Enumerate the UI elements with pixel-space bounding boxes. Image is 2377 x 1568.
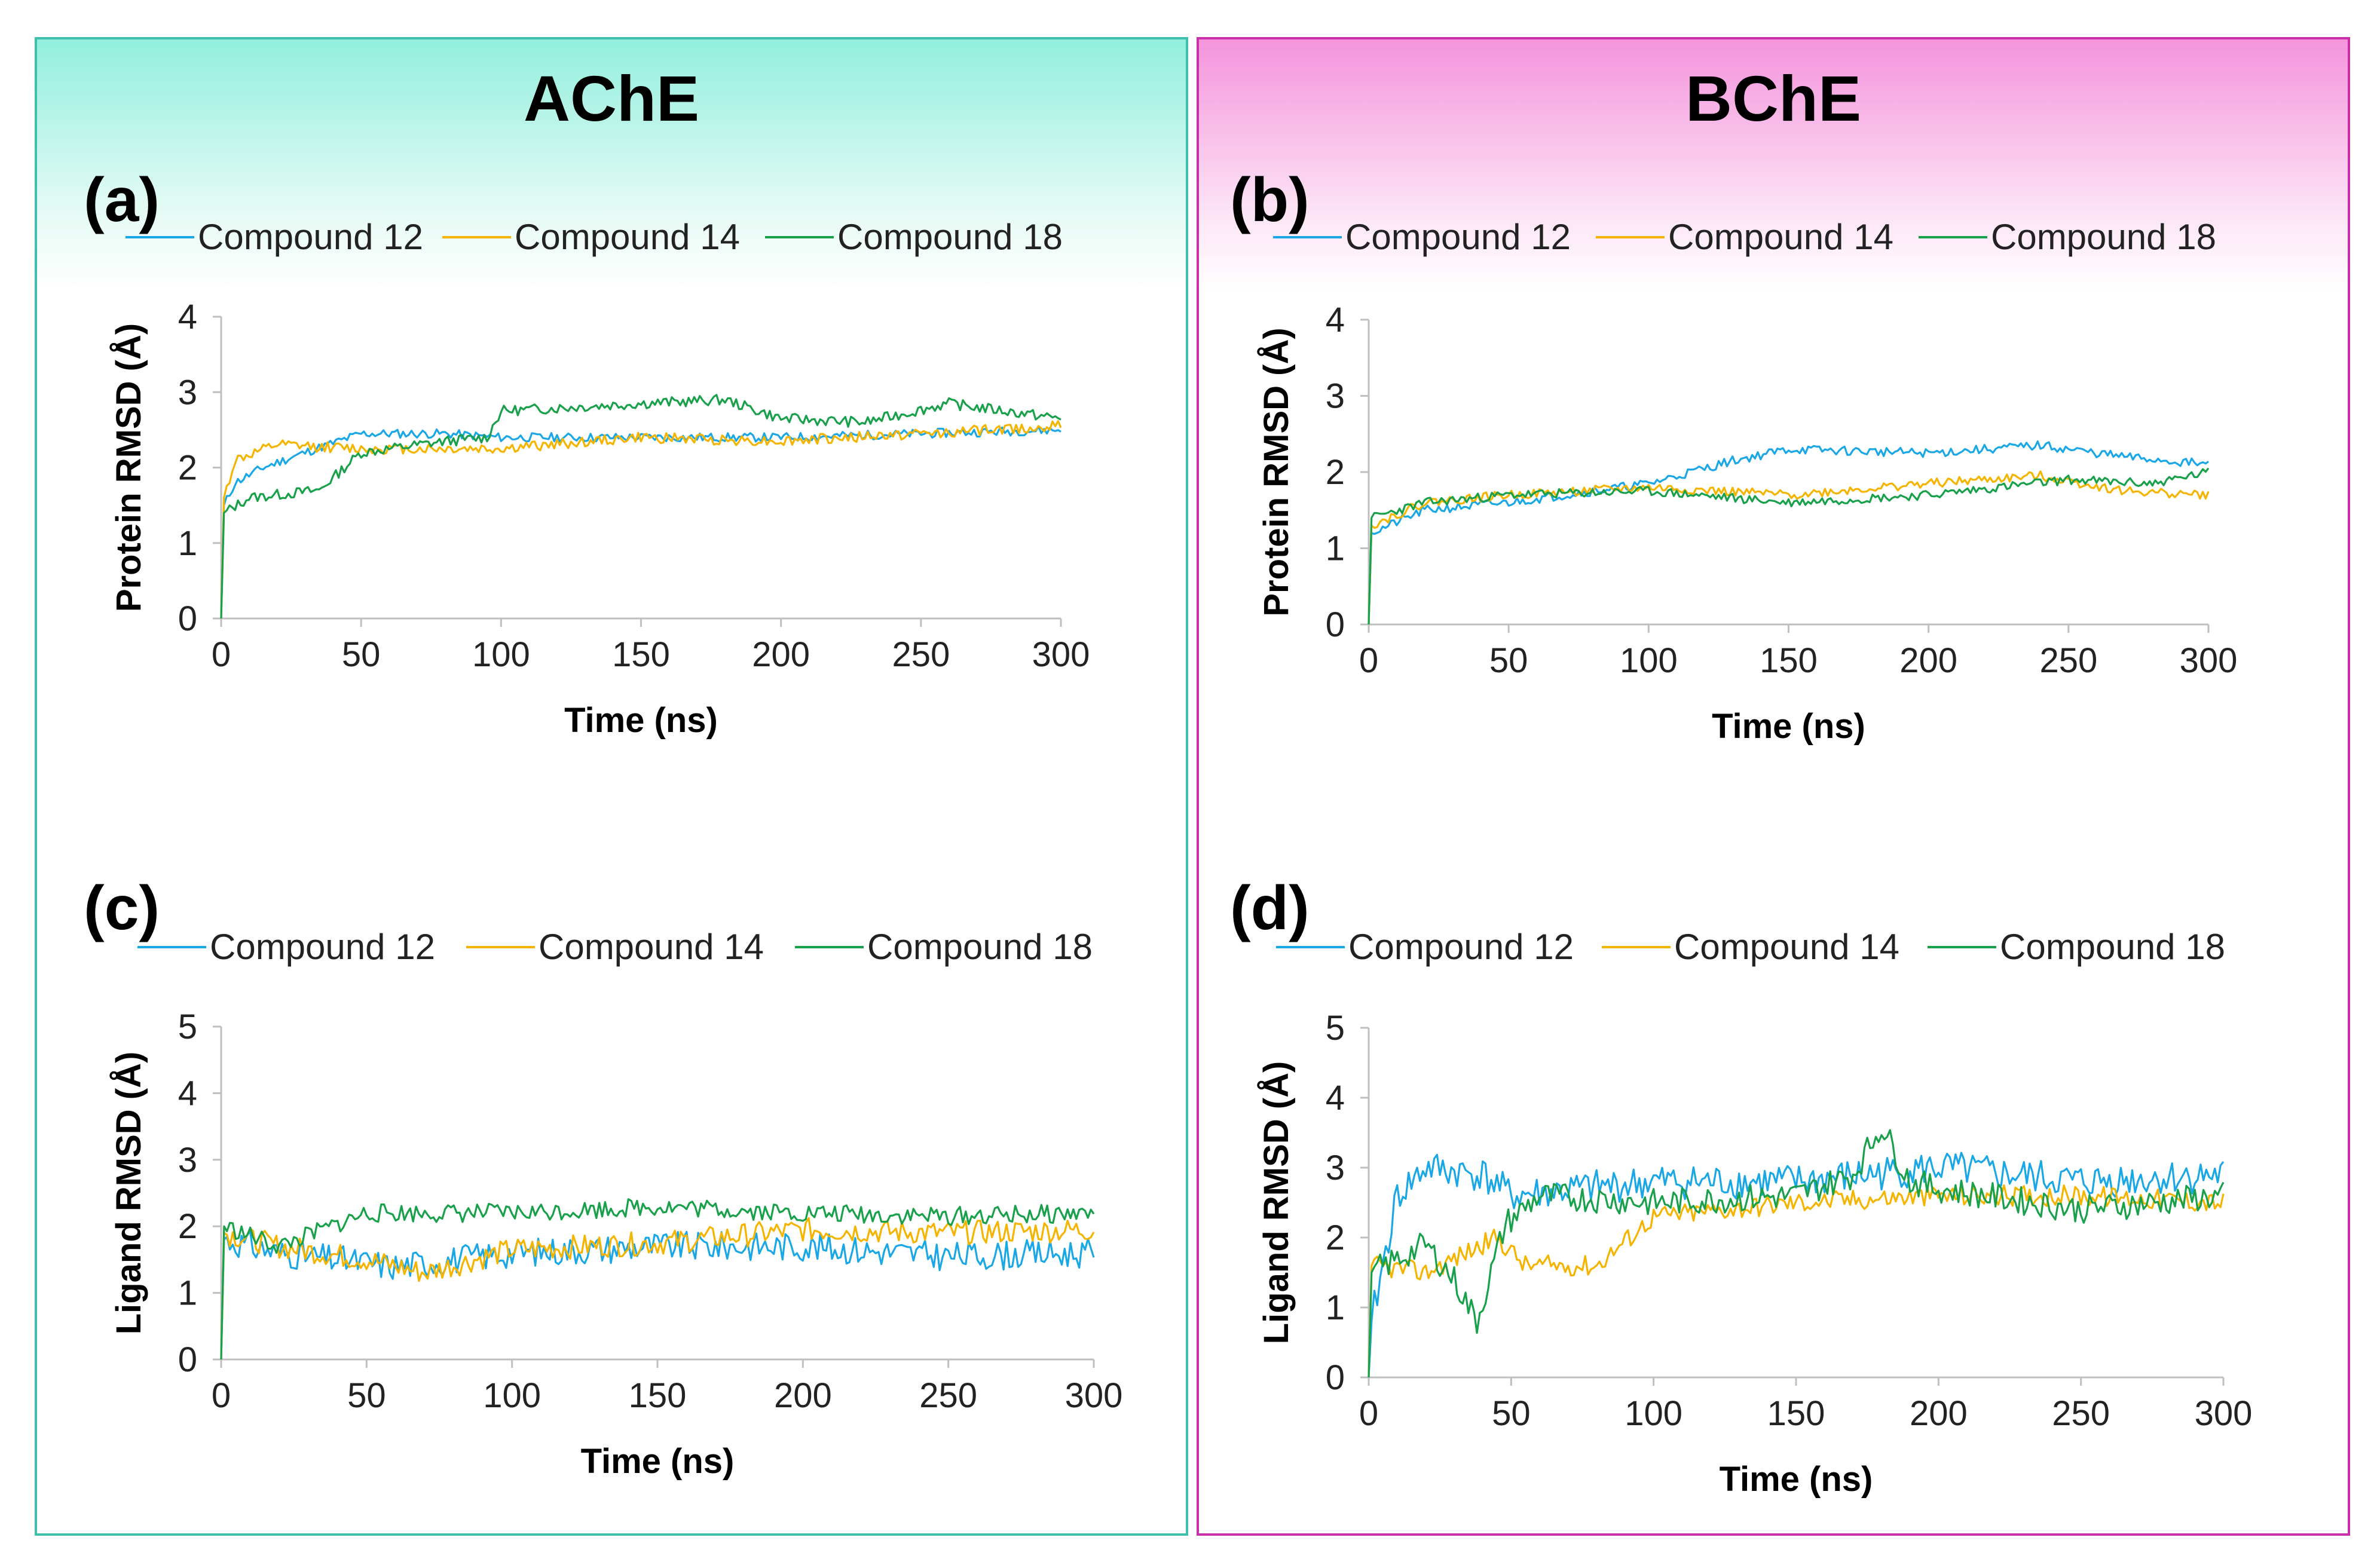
legend-label-c-1: Compound 14	[539, 927, 764, 967]
x-tick-label-d-4: 200	[1910, 1394, 1968, 1433]
x-tick-label-b-6: 300	[2180, 641, 2238, 680]
y-tick-label-a-4: 4	[178, 298, 197, 336]
y-tick-label-b-1: 1	[1326, 529, 1345, 568]
legend-label-d-0: Compound 12	[1348, 927, 1574, 967]
legend-label-b-0: Compound 12	[1345, 217, 1571, 257]
chart-c: (c)Compound 12 Compound 14 Compound 180 50 1…	[84, 874, 1122, 1481]
ache-panel: AChE	[35, 37, 1188, 1536]
y-tick-label-b-4: 4	[1326, 301, 1345, 339]
x-tick-label-c-5: 250	[919, 1376, 977, 1415]
y-tick-label-c-0: 0	[178, 1340, 197, 1379]
legend-label-b-1: Compound 14	[1668, 217, 1893, 257]
x-tick-label-d-0: 0	[1359, 1394, 1378, 1433]
series-line-b-0	[1368, 440, 2209, 625]
series-line-a-0	[220, 425, 1061, 619]
x-tick-label-d-6: 300	[2195, 1394, 2253, 1433]
bche-panel-title: BChE	[1685, 62, 1861, 134]
x-tick-label-b-5: 250	[2039, 641, 2097, 680]
y-axis-title-b: Protein RMSD (Å)	[1257, 327, 1296, 616]
series-line-c-1	[220, 1217, 1095, 1360]
bche-panel: BChE	[1197, 37, 2350, 1536]
y-tick-label-b-0: 0	[1326, 605, 1345, 644]
panel-label-a: (a)	[84, 166, 160, 235]
series-line-b-2	[1368, 467, 2210, 625]
legend-label-a-2: Compound 18	[837, 217, 1063, 257]
chart-a: (a) Compound 12 Compound 14 Compound 18 0 50 1…	[84, 166, 1090, 740]
y-tick-label-c-5: 5	[178, 1007, 197, 1046]
chart-b: (b) Compound 12 Compound 14 Compound 18 0 50 1…	[1230, 166, 2237, 746]
chart-d: (d)Compound 12 Compound 14 Compound 180 50 1…	[1230, 874, 2252, 1499]
x-tick-label-d-2: 100	[1625, 1394, 1682, 1433]
x-tick-label-c-3: 150	[629, 1376, 687, 1415]
panel-label-c: (c)	[84, 874, 160, 943]
y-axis-title-a: Protein RMSD (Å)	[109, 323, 148, 612]
y-tick-label-d-0: 0	[1326, 1358, 1345, 1397]
x-axis-title-c: Time (ns)	[581, 1442, 735, 1481]
x-tick-label-a-5: 250	[892, 635, 950, 674]
x-tick-label-d-1: 50	[1492, 1394, 1531, 1433]
series-line-d-1	[1368, 1184, 2225, 1378]
y-tick-label-a-0: 0	[178, 599, 197, 638]
x-tick-label-b-4: 200	[1899, 641, 1957, 680]
x-tick-label-a-4: 200	[752, 635, 810, 674]
y-tick-label-d-2: 2	[1326, 1218, 1345, 1257]
y-tick-label-c-1: 1	[178, 1274, 197, 1313]
legend-label-c-2: Compound 18	[867, 927, 1093, 967]
y-tick-label-d-5: 5	[1326, 1009, 1345, 1048]
series-line-c-0	[220, 1230, 1095, 1360]
y-axis-title-d: Ligand RMSD (Å)	[1257, 1061, 1296, 1345]
legend-label-d-1: Compound 14	[1674, 927, 1899, 967]
y-tick-label-a-2: 2	[178, 449, 197, 488]
x-tick-label-a-6: 300	[1032, 635, 1090, 674]
legend-label-c-0: Compound 12	[210, 927, 435, 967]
x-tick-label-a-0: 0	[212, 635, 231, 674]
legend-label-b-2: Compound 18	[1991, 217, 2216, 257]
panel-label-b: (b)	[1230, 166, 1310, 235]
x-tick-label-c-6: 300	[1065, 1376, 1123, 1415]
x-axis-title-d: Time (ns)	[1720, 1460, 1873, 1499]
series-line-a-1	[220, 420, 1062, 619]
y-tick-label-c-4: 4	[178, 1074, 197, 1113]
y-tick-label-c-2: 2	[178, 1207, 197, 1246]
y-tick-label-b-2: 2	[1326, 453, 1345, 492]
series-line-d-0	[1368, 1152, 2225, 1378]
x-tick-label-a-1: 50	[342, 635, 381, 674]
x-tick-label-d-5: 250	[2052, 1394, 2110, 1433]
x-tick-label-c-0: 0	[212, 1376, 231, 1415]
series-line-a-2	[220, 394, 1061, 619]
x-tick-label-a-2: 100	[472, 635, 530, 674]
x-tick-label-c-4: 200	[774, 1376, 832, 1415]
x-tick-label-b-0: 0	[1359, 641, 1378, 680]
y-tick-label-c-3: 3	[178, 1141, 197, 1180]
x-tick-label-b-3: 150	[1760, 641, 1818, 680]
y-tick-label-d-4: 4	[1326, 1079, 1345, 1117]
panel-label-d: (d)	[1230, 874, 1310, 943]
legend-label-d-2: Compound 18	[2000, 927, 2225, 967]
y-tick-label-b-3: 3	[1326, 377, 1345, 416]
series-line-d-2	[1368, 1129, 2225, 1378]
x-tick-label-d-3: 150	[1767, 1394, 1825, 1433]
y-tick-label-d-3: 3	[1326, 1149, 1345, 1187]
y-tick-label-d-1: 1	[1326, 1288, 1345, 1327]
y-axis-title-c: Ligand RMSD (Å)	[109, 1052, 148, 1335]
legend-label-a-1: Compound 14	[515, 217, 740, 257]
x-tick-label-a-3: 150	[612, 635, 670, 674]
x-axis-title-b: Time (ns)	[1712, 707, 1865, 746]
x-tick-label-b-2: 100	[1620, 641, 1678, 680]
y-tick-label-a-1: 1	[178, 524, 197, 563]
y-tick-label-a-3: 3	[178, 373, 197, 412]
x-axis-title-a: Time (ns)	[564, 701, 718, 740]
x-tick-label-c-2: 100	[483, 1376, 541, 1415]
x-tick-label-b-1: 50	[1489, 641, 1528, 680]
ache-panel-title: AChE	[524, 62, 699, 134]
series-line-c-2	[220, 1198, 1095, 1360]
legend-label-a-0: Compound 12	[198, 217, 423, 257]
series-line-b-1	[1368, 470, 2210, 625]
x-tick-label-c-1: 50	[347, 1376, 386, 1415]
